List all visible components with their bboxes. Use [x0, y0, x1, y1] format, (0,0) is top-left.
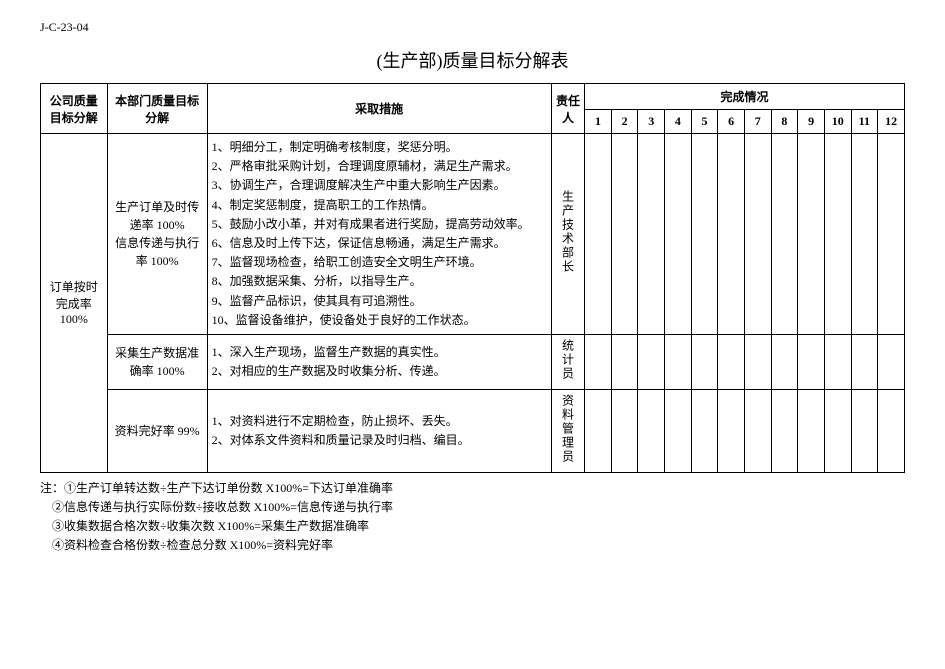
month-3: 3: [638, 110, 665, 134]
completion-cell: [665, 334, 692, 389]
month-2: 2: [611, 110, 638, 134]
col-owner: 责任人: [551, 84, 584, 134]
month-1: 1: [585, 110, 612, 134]
completion-cell: [771, 389, 798, 472]
owner-cell: 统计员: [551, 334, 584, 389]
note-line: 注：①生产订单转达数÷生产下达订单份数 X100%=下达订单准确率: [40, 479, 905, 498]
completion-cell: [851, 334, 878, 389]
note-line: ③收集数据合格次数÷收集次数 X100%=采集生产数据准确率: [40, 517, 905, 536]
table-row: 资料完好率 99% 1、对资料进行不定期检查，防止损坏、丢失。2、对体系文件资料…: [41, 389, 905, 472]
month-12: 12: [878, 110, 905, 134]
completion-cell: [691, 389, 718, 472]
month-8: 8: [771, 110, 798, 134]
table-row: 订单按时完成率 100% 生产订单及时传递率 100%信息传递与执行率 100%…: [41, 134, 905, 335]
footnotes: 注：①生产订单转达数÷生产下达订单份数 X100%=下达订单准确率 ②信息传递与…: [40, 479, 905, 556]
completion-cell: [744, 334, 771, 389]
completion-cell: [798, 334, 825, 389]
dept-target-cell: 采集生产数据准确率 100%: [107, 334, 207, 389]
dept-target-cell: 资料完好率 99%: [107, 389, 207, 472]
measures-cell: 1、对资料进行不定期检查，防止损坏、丢失。2、对体系文件资料和质量记录及时归档、…: [207, 389, 551, 472]
completion-cell: [611, 389, 638, 472]
page-title: (生产部)质量目标分解表: [40, 47, 905, 73]
completion-cell: [611, 334, 638, 389]
month-6: 6: [718, 110, 745, 134]
month-4: 4: [665, 110, 692, 134]
table-row: 采集生产数据准确率 100% 1、深入生产现场，监督生产数据的真实性。2、对相应…: [41, 334, 905, 389]
completion-cell: [585, 334, 612, 389]
dept-target-cell: 生产订单及时传递率 100%信息传递与执行率 100%: [107, 134, 207, 335]
completion-cell: [878, 334, 905, 389]
note-line: ④资料检查合格份数÷检查总分数 X100%=资料完好率: [40, 536, 905, 555]
completion-cell: [824, 334, 851, 389]
completion-cell: [878, 389, 905, 472]
month-10: 10: [824, 110, 851, 134]
completion-cell: [585, 134, 612, 335]
completion-cell: [851, 389, 878, 472]
table-header: 公司质量目标分解 本部门质量目标分解 采取措施 责任人 完成情况 1 2 3 4…: [41, 84, 905, 134]
col-measures: 采取措施: [207, 84, 551, 134]
month-9: 9: [798, 110, 825, 134]
completion-cell: [744, 389, 771, 472]
completion-cell: [771, 134, 798, 335]
completion-cell: [744, 134, 771, 335]
completion-cell: [878, 134, 905, 335]
month-5: 5: [691, 110, 718, 134]
owner-text: 生产技术部长: [559, 190, 576, 274]
note-line: ②信息传递与执行实际份数÷接收总数 X100%=信息传递与执行率: [40, 498, 905, 517]
completion-cell: [665, 134, 692, 335]
document-id: J-C-23-04: [40, 20, 905, 35]
completion-cell: [585, 389, 612, 472]
completion-cell: [718, 389, 745, 472]
completion-cell: [824, 389, 851, 472]
completion-cell: [718, 134, 745, 335]
completion-cell: [638, 389, 665, 472]
completion-cell: [851, 134, 878, 335]
measures-cell: 1、明细分工，制定明确考核制度，奖惩分明。2、严格审批采购计划，合理调度原辅材，…: [207, 134, 551, 335]
owner-text: 资料管理员: [559, 394, 576, 464]
completion-cell: [665, 389, 692, 472]
completion-cell: [798, 389, 825, 472]
completion-cell: [638, 334, 665, 389]
month-11: 11: [851, 110, 878, 134]
owner-text: 统计员: [559, 339, 576, 381]
col-company-target: 公司质量目标分解: [41, 84, 108, 134]
company-target-cell: 订单按时完成率 100%: [41, 134, 108, 473]
owner-cell: 资料管理员: [551, 389, 584, 472]
measures-cell: 1、深入生产现场，监督生产数据的真实性。2、对相应的生产数据及时收集分析、传递。: [207, 334, 551, 389]
completion-cell: [771, 334, 798, 389]
completion-cell: [824, 134, 851, 335]
col-dept-target: 本部门质量目标分解: [107, 84, 207, 134]
completion-cell: [638, 134, 665, 335]
completion-cell: [691, 334, 718, 389]
col-completion: 完成情况: [585, 84, 905, 110]
owner-cell: 生产技术部长: [551, 134, 584, 335]
completion-cell: [691, 134, 718, 335]
completion-cell: [611, 134, 638, 335]
month-7: 7: [744, 110, 771, 134]
quality-target-table: 公司质量目标分解 本部门质量目标分解 采取措施 责任人 完成情况 1 2 3 4…: [40, 83, 905, 473]
completion-cell: [798, 134, 825, 335]
completion-cell: [718, 334, 745, 389]
